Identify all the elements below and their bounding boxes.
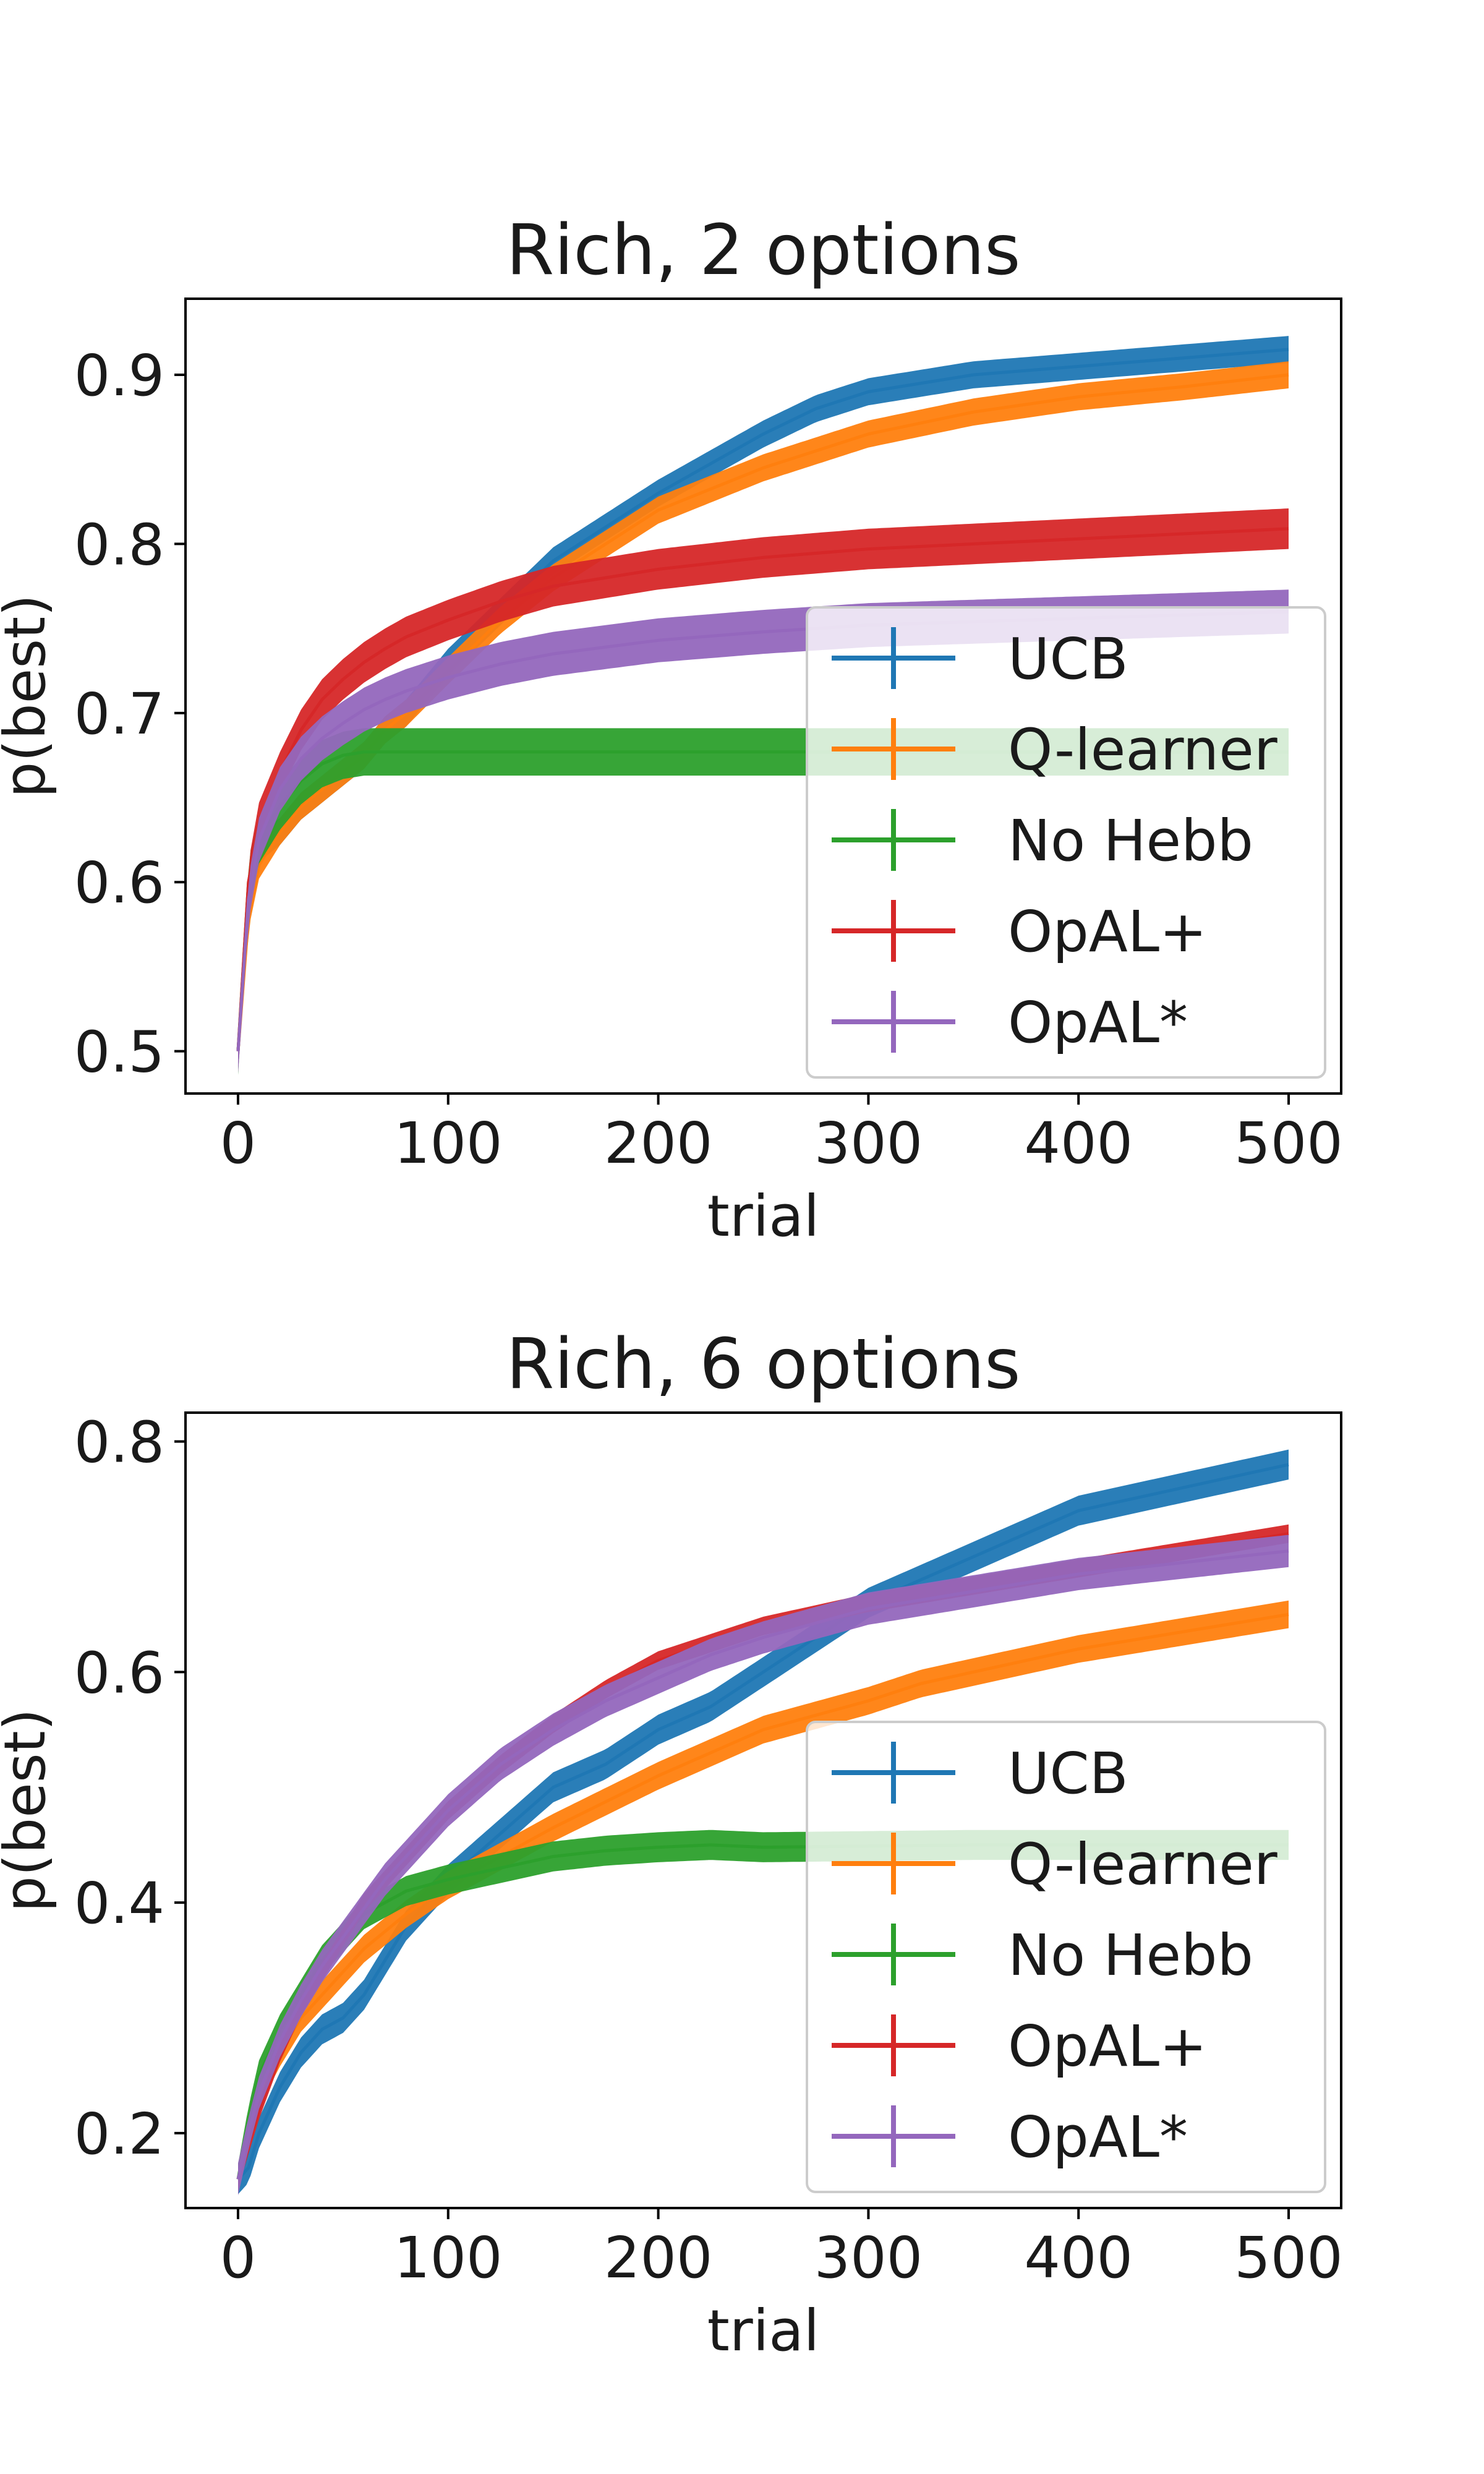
legend-label: No Hebb — [1008, 1922, 1253, 1988]
legend-item-2: No Hebb — [832, 808, 1253, 874]
chart-panel-rich-2-options: Rich, 2 options 0 100 200 300 400 500 0.5 0.6 0.7… — [0, 210, 1343, 1249]
legend-label: UCB — [1008, 1740, 1128, 1807]
x-tick-label: 0 — [220, 1110, 257, 1176]
x-tick-label: 300 — [814, 1110, 923, 1176]
x-tick-label: 0 — [220, 2225, 257, 2291]
legend-label: Q-learner — [1008, 1831, 1277, 1898]
legend-item-4: OpAL* — [832, 990, 1188, 1056]
legend: UCB Q-learner No Hebb OpAL+ OpAL* — [806, 1721, 1326, 2193]
legend: UCB Q-learner No Hebb OpAL+ OpAL* — [806, 606, 1326, 1079]
legend-label: No Hebb — [1008, 808, 1253, 874]
y-axis-label: p(best) — [0, 594, 58, 798]
x-tick-label: 200 — [604, 2225, 713, 2291]
x-axis-label: trial — [707, 1183, 819, 1249]
x-tick-label: 500 — [1234, 1110, 1343, 1176]
y-axis-label: p(best) — [0, 1708, 58, 1912]
y-tick-label: 0.7 — [74, 681, 164, 747]
chart-title: Rich, 2 options — [506, 210, 1020, 291]
axes-frame — [184, 1411, 1342, 2209]
legend-item-1: Q-learner — [832, 1831, 1277, 1898]
x-tick-label: 100 — [394, 1110, 503, 1176]
x-axis-label: trial — [707, 2298, 819, 2364]
legend-label: Q-learner — [1008, 717, 1277, 783]
y-tick-label: 0.8 — [74, 1410, 164, 1476]
legend-item-3: OpAL+ — [832, 2013, 1207, 2079]
y-tick-label: 0.5 — [74, 1019, 164, 1085]
y-tick-label: 0.6 — [74, 1640, 164, 1706]
y-tick-label: 0.2 — [74, 2101, 164, 2167]
y-tick-label: 0.8 — [74, 511, 164, 578]
chart-panel-rich-6-options: Rich, 6 options 0 100 200 300 400 500 0.2 0.4 0.6… — [0, 1324, 1343, 2364]
chart-title: Rich, 6 options — [506, 1324, 1020, 1405]
x-tick-label: 200 — [604, 1110, 713, 1176]
x-tick-label: 300 — [814, 2225, 923, 2291]
legend-item-3: OpAL+ — [832, 899, 1207, 965]
series-band-1 — [238, 1600, 1289, 2193]
series-line-4 — [236, 1549, 1289, 2180]
legend-label: UCB — [1008, 626, 1128, 692]
x-tick-label: 100 — [394, 2225, 503, 2291]
legend-item-0: UCB — [832, 1740, 1128, 1807]
y-tick-label: 0.4 — [74, 1870, 164, 1937]
x-tick-label: 500 — [1234, 2225, 1343, 2291]
legend-label: OpAL* — [1008, 2104, 1188, 2170]
y-tick-label: 0.9 — [74, 343, 164, 409]
legend-item-1: Q-learner — [832, 717, 1277, 783]
x-tick-label: 400 — [1024, 2225, 1133, 2291]
plot-area — [236, 1449, 1289, 2196]
axes-frame — [184, 297, 1342, 1095]
legend-item-4: OpAL* — [832, 2104, 1188, 2170]
series-line-0 — [237, 1463, 1289, 2181]
legend-box — [806, 606, 1326, 1079]
legend-item-0: UCB — [832, 626, 1128, 692]
legend-box — [806, 1721, 1326, 2193]
x-tick-label: 400 — [1024, 1110, 1133, 1176]
legend-label: OpAL+ — [1008, 899, 1207, 965]
legend-label: OpAL* — [1008, 990, 1188, 1056]
y-tick-label: 0.6 — [74, 850, 164, 916]
legend-label: OpAL+ — [1008, 2013, 1207, 2079]
legend-item-2: No Hebb — [832, 1922, 1253, 1988]
